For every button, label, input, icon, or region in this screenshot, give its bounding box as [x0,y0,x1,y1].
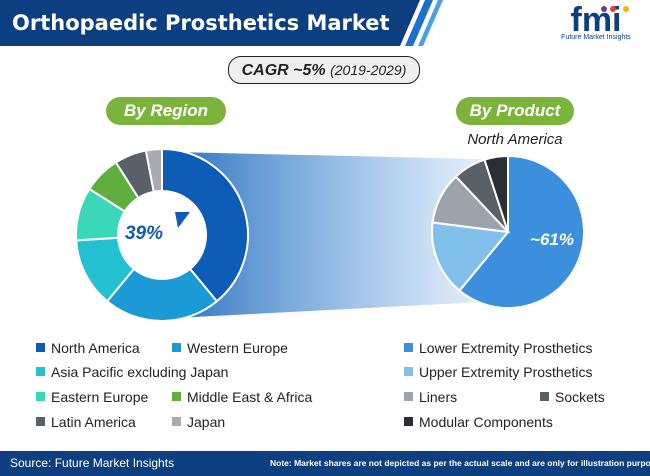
legend-label: Liners [419,389,458,405]
legend-item-modular: Modular Components [404,414,553,430]
legend-label: Lower Extremity Prosthetics [419,340,593,356]
legend-item-latin-america: Latin America [36,414,136,430]
legend-swatch [404,343,413,352]
legend-swatch [404,392,413,401]
legend-label: Upper Extremity Prosthetics [419,364,593,380]
page-title: Orthopaedic Prosthetics Market [12,11,390,35]
legend-item-north-america: North America [36,340,140,356]
region-center-value: 39% [124,223,164,244]
source-text: Source: Future Market Insights [10,456,175,470]
legend-swatch [36,417,45,426]
center-arrow [175,212,190,228]
legend-item-asia-pacific: Asia Pacific excluding Japan [36,364,228,380]
legend-swatch [540,392,549,401]
legend-label: Western Europe [187,340,288,356]
footer-bar [0,451,650,476]
pie-slice-modular-components [483,154,509,233]
header-banner [0,0,443,46]
legend-item-japan: Japan [172,414,225,430]
legend-swatch [36,392,45,401]
region-heading: By Region [106,97,226,125]
legend-swatch [172,417,181,426]
product-slice-value: ~61% [530,230,574,249]
legend-item-western-europe: Western Europe [172,340,288,356]
legend-item-liners: Liners [404,389,457,405]
cagr-period: (2019-2029) [330,62,407,78]
legend-item-mea: Middle East & Africa [172,389,312,405]
product-subtitle: North America [467,131,563,148]
legend-label: Sockets [555,389,605,405]
pie-slice-lower-extremity-prosthetics [458,154,585,309]
pie-slice-upper-extremity-prosthetics [431,221,510,292]
legend-label: Eastern Europe [51,389,149,405]
legend-label: Japan [187,414,226,430]
legend-item-sockets: Sockets [540,389,605,405]
product-heading: By Product [456,97,574,125]
legend-swatch [172,392,181,401]
legend-item-lower-extremity: Lower Extremity Prosthetics [404,340,593,356]
legend-swatch [172,343,181,352]
legend-item-upper-extremity: Upper Extremity Prosthetics [404,364,593,380]
legend-label: Asia Pacific excluding Japan [51,364,229,380]
legend-label: Latin America [51,414,136,430]
product-pie [431,154,585,309]
legend-swatch [36,343,45,352]
cagr-badge: CAGR ~5% (2019-2029) [228,56,420,84]
legend-swatch [404,417,413,426]
legend-swatch [36,367,45,376]
cagr-value: CAGR ~5% [241,62,326,79]
legend-label: Middle East & Africa [187,389,313,405]
fmi-logo: fmi [571,3,629,39]
connector-beam [175,152,520,318]
legend-label: Modular Components [419,414,553,430]
legend-label: North America [51,340,140,356]
logo-text: Future Market Insights [561,34,631,41]
legend-item-eastern-europe: Eastern Europe [36,389,148,405]
note-text: Note: Market shares are not depicted as … [270,458,650,468]
legend-swatch [404,367,413,376]
